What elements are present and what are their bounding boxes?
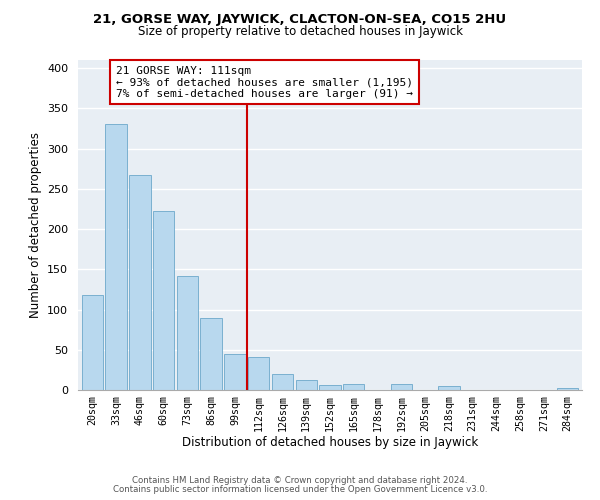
Bar [129, 175, 151, 390]
Bar [343, 384, 364, 390]
Bar [438, 386, 460, 390]
Bar [106, 124, 127, 390]
Bar [557, 388, 578, 390]
Bar [224, 354, 245, 390]
Text: Contains HM Land Registry data © Crown copyright and database right 2024.: Contains HM Land Registry data © Crown c… [132, 476, 468, 485]
Bar [391, 384, 412, 390]
Bar [319, 385, 341, 390]
Text: Size of property relative to detached houses in Jaywick: Size of property relative to detached ho… [137, 25, 463, 38]
Bar [296, 380, 317, 390]
Bar [200, 318, 222, 390]
Bar [272, 374, 293, 390]
X-axis label: Distribution of detached houses by size in Jaywick: Distribution of detached houses by size … [182, 436, 478, 450]
Text: 21, GORSE WAY, JAYWICK, CLACTON-ON-SEA, CO15 2HU: 21, GORSE WAY, JAYWICK, CLACTON-ON-SEA, … [94, 12, 506, 26]
Bar [176, 276, 198, 390]
Text: 21 GORSE WAY: 111sqm
← 93% of detached houses are smaller (1,195)
7% of semi-det: 21 GORSE WAY: 111sqm ← 93% of detached h… [116, 66, 413, 99]
Y-axis label: Number of detached properties: Number of detached properties [29, 132, 41, 318]
Text: Contains public sector information licensed under the Open Government Licence v3: Contains public sector information licen… [113, 485, 487, 494]
Bar [153, 212, 174, 390]
Bar [82, 295, 103, 390]
Bar [248, 357, 269, 390]
